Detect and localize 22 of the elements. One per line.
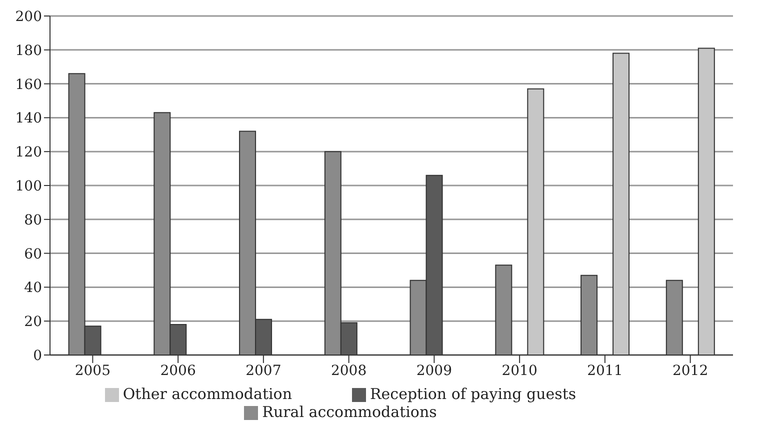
y-tick-label: 0 bbox=[33, 348, 42, 364]
y-tick-label: 200 bbox=[15, 8, 42, 25]
x-tick-label: 2012 bbox=[672, 362, 708, 379]
y-tick-label: 40 bbox=[24, 280, 42, 296]
x-tick-label: 2009 bbox=[416, 362, 452, 379]
y-tick-label: 80 bbox=[24, 212, 42, 228]
y-tick-label: 140 bbox=[15, 110, 42, 127]
y-tick-label: 160 bbox=[15, 76, 42, 93]
x-tick-label: 2010 bbox=[502, 362, 538, 379]
y-tick-label: 180 bbox=[15, 42, 42, 59]
x-tick-label: 2011 bbox=[587, 362, 623, 379]
legend-label: Reception of paying guests bbox=[370, 385, 576, 403]
x-tick-label: 2006 bbox=[160, 362, 196, 379]
x-tick-label: 2008 bbox=[330, 362, 367, 379]
y-tick-label: 20 bbox=[24, 314, 42, 330]
x-tick-label: 2005 bbox=[74, 362, 111, 379]
y-tick-label: 120 bbox=[15, 144, 42, 161]
x-tick-label: 2007 bbox=[246, 362, 282, 379]
y-tick-label: 100 bbox=[15, 178, 42, 194]
y-tick-label: 60 bbox=[24, 246, 42, 262]
legend-label: Rural accommodations bbox=[262, 403, 437, 421]
legend-label: Other accommodation bbox=[122, 385, 292, 403]
